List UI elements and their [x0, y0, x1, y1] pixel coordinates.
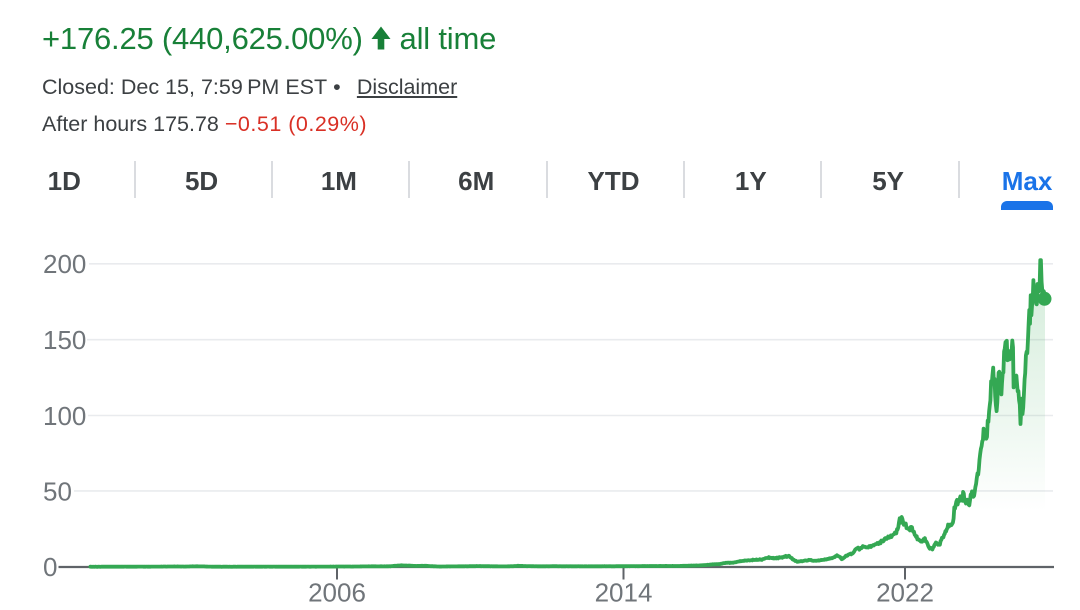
svg-text:50: 50	[43, 476, 72, 506]
svg-text:2022: 2022	[876, 578, 934, 608]
svg-text:2006: 2006	[308, 578, 366, 608]
svg-text:0: 0	[43, 552, 57, 582]
svg-text:200: 200	[43, 249, 86, 279]
svg-text:150: 150	[43, 325, 86, 355]
svg-text:100: 100	[43, 401, 86, 431]
svg-text:2014: 2014	[595, 578, 653, 608]
